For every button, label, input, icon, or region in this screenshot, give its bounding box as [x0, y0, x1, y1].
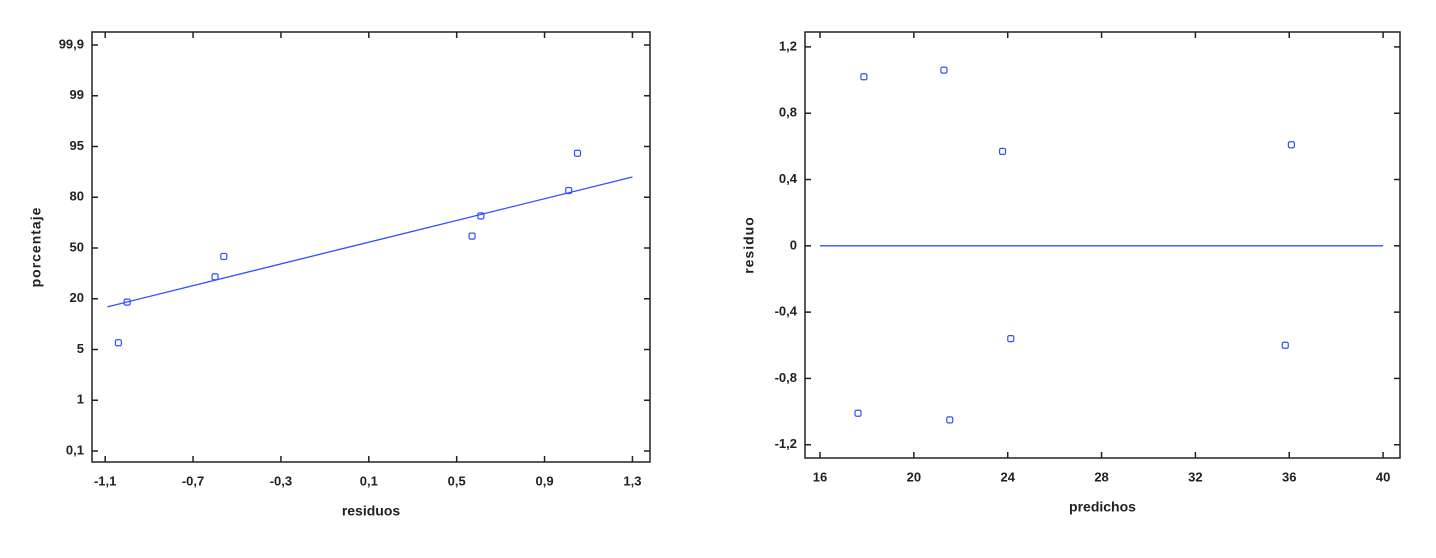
point	[220, 252, 228, 261]
y-tick-label: -0,8	[775, 370, 797, 385]
x-tick-label: 24	[1000, 469, 1015, 484]
x-axis-title: predichos	[1069, 499, 1136, 515]
point	[1287, 141, 1295, 149]
y-axis-title: residuo	[741, 216, 757, 274]
point	[998, 147, 1007, 155]
y-tick-label: 99	[70, 87, 84, 102]
point	[114, 339, 122, 347]
x-tick-label: 16	[813, 469, 827, 484]
y-tick-label: 1	[77, 392, 84, 407]
point	[860, 73, 868, 81]
y-tick-label: 20	[70, 290, 84, 305]
x-tick-label: 36	[1282, 469, 1296, 484]
x-tick-label: 28	[1094, 469, 1108, 484]
point	[1007, 335, 1015, 343]
x-tick-label: -0,3	[270, 473, 292, 488]
point	[468, 232, 476, 240]
y-axis-title: porcentaje	[28, 207, 44, 288]
y-tick-label: 99,9	[59, 36, 84, 51]
point	[946, 416, 954, 424]
point	[573, 149, 582, 157]
y-tick-label: 5	[77, 341, 84, 356]
y-tick-label: 0	[790, 237, 797, 252]
x-tick-label: 32	[1188, 469, 1202, 484]
point	[854, 409, 862, 417]
x-tick-label: 0,1	[360, 473, 378, 488]
x-tick-label: 20	[907, 469, 921, 484]
y-tick-label: -0,4	[775, 304, 798, 319]
point	[1281, 341, 1289, 349]
y-tick-label: 0,4	[779, 171, 798, 186]
y-tick-label: 50	[70, 239, 84, 254]
fit-line	[107, 176, 633, 308]
y-tick-label: 80	[70, 189, 84, 204]
y-tick-label: 0,8	[779, 105, 797, 120]
x-tick-label: 0,5	[448, 473, 466, 488]
y-tick-label: 0,1	[66, 442, 84, 457]
y-tick-label: -1,2	[775, 436, 797, 451]
x-tick-label: 0,9	[536, 473, 554, 488]
plot-frame	[804, 31, 1401, 459]
point	[211, 273, 219, 281]
x-tick-label: -1,1	[94, 473, 116, 488]
y-tick-label: 95	[70, 138, 84, 153]
x-tick-label: 40	[1376, 469, 1390, 484]
x-tick-label: 1,3	[623, 473, 641, 488]
point	[940, 66, 948, 74]
x-axis-title: residuos	[342, 503, 401, 519]
point	[565, 186, 573, 195]
x-tick-label: -0,7	[182, 473, 204, 488]
point	[477, 212, 485, 220]
point	[123, 298, 131, 306]
plot-frame	[91, 31, 651, 463]
y-tick-label: 1,2	[779, 38, 797, 53]
